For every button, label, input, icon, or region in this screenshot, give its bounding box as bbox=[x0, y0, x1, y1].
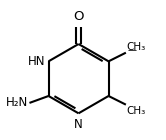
Text: HN: HN bbox=[28, 55, 45, 68]
Text: —: — bbox=[128, 46, 137, 55]
Text: O: O bbox=[73, 10, 84, 23]
Text: H₂N: H₂N bbox=[5, 96, 28, 109]
Text: CH₃: CH₃ bbox=[127, 42, 146, 52]
Text: CH₃: CH₃ bbox=[127, 106, 146, 116]
Text: N: N bbox=[74, 118, 83, 131]
